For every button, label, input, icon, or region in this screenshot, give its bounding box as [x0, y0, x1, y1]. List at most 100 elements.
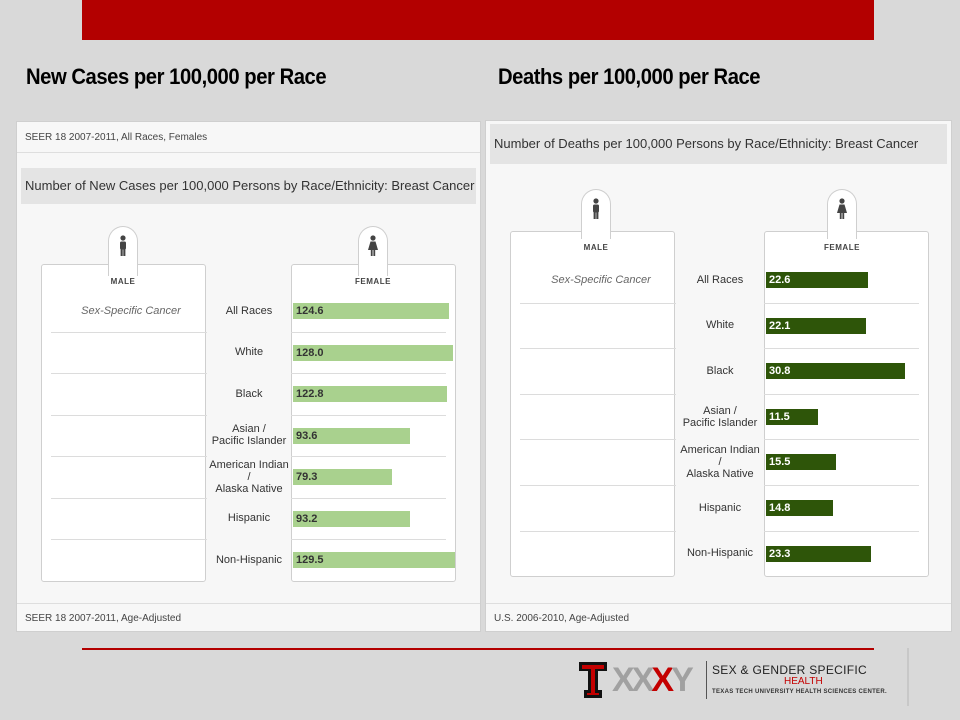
bar-value-label: 93.6 — [296, 429, 318, 442]
row-divider — [520, 302, 676, 304]
female-box — [764, 231, 929, 577]
source-top: SEER 18 2007-2011, All Races, Females — [17, 122, 480, 153]
row-divider — [51, 539, 207, 540]
row-divider — [291, 539, 446, 540]
bar — [293, 344, 453, 361]
header-bar — [82, 0, 874, 40]
bar — [293, 469, 393, 485]
male-box — [41, 264, 206, 582]
row-divider — [520, 530, 676, 532]
row-divider — [291, 373, 446, 374]
bar-value-label: 93.2 — [296, 512, 318, 525]
category-label: White — [234, 346, 264, 359]
bar-value-label: 23.3 — [769, 547, 791, 560]
bar-value-label: 79.3 — [296, 471, 318, 483]
bar — [766, 454, 836, 471]
row-divider — [51, 331, 207, 333]
row-divider — [764, 302, 919, 304]
category-label: Hispanic — [698, 501, 742, 514]
footer-edge — [907, 648, 909, 706]
source-bottom: SEER 18 2007-2011, Age-Adjusted — [17, 603, 480, 631]
category-label: Black — [235, 387, 263, 400]
xxxy-letter: X — [612, 661, 635, 699]
xxxy-logo-text: XXXY — [612, 661, 694, 699]
sex-specific-cancer-label: Sex-Specific Cancer — [81, 305, 181, 317]
row-divider — [520, 485, 676, 486]
category-label: All Races — [696, 273, 744, 286]
row-divider — [51, 373, 207, 374]
category-label: White — [705, 319, 735, 332]
bar-value-label: 14.8 — [769, 502, 791, 514]
bar — [293, 386, 447, 402]
category-label: American Indian / Alaska Native — [680, 444, 760, 481]
row-divider — [764, 348, 919, 350]
row-divider — [51, 414, 207, 416]
row-divider — [291, 331, 446, 333]
footer-rule — [82, 648, 874, 650]
source-bottom: U.S. 2006-2010, Age-Adjusted — [486, 603, 951, 631]
bar — [293, 427, 410, 444]
row-divider — [291, 414, 446, 416]
bar — [766, 500, 833, 516]
bar-value-label: 128.0 — [296, 346, 324, 359]
bar — [293, 552, 455, 568]
bar — [766, 408, 818, 425]
row-divider — [520, 393, 676, 395]
bar — [293, 303, 449, 319]
female-label: FEMALE — [824, 243, 860, 252]
bar-value-label: 124.6 — [296, 305, 324, 317]
category-label: Hispanic — [227, 512, 271, 525]
bar — [766, 545, 872, 562]
brand-name: SEX & GENDER SPECIFIC — [712, 663, 867, 677]
chart-title: Number of New Cases per 100,000 Persons … — [21, 168, 476, 204]
bar — [766, 317, 866, 334]
bar-value-label: 122.8 — [296, 388, 324, 400]
row-divider — [291, 456, 446, 457]
new-cases-panel: SEER 18 2007-2011, All Races, Females Nu… — [16, 121, 481, 632]
category-label: All Races — [225, 304, 273, 317]
row-divider — [520, 348, 676, 350]
brand-health: HEALTH — [784, 676, 823, 687]
row-divider — [764, 485, 919, 486]
title-deaths: Deaths per 100,000 per Race — [498, 64, 761, 89]
row-divider — [51, 456, 207, 457]
category-label: Black — [706, 364, 734, 377]
bar-value-label: 22.1 — [769, 319, 791, 332]
category-label: American Indian / Alaska Native — [209, 458, 289, 495]
bar — [766, 363, 906, 380]
male-icon — [581, 189, 611, 239]
title-new-cases: New Cases per 100,000 per Race — [26, 64, 327, 89]
female-icon — [827, 189, 857, 239]
row-divider — [764, 393, 919, 395]
brand-institution: TEXAS TECH UNIVERSITY HEALTH SCIENCES CE… — [712, 689, 887, 695]
bar-value-label: 129.5 — [296, 554, 324, 566]
row-divider — [291, 497, 446, 499]
row-divider — [520, 439, 676, 441]
logo: XXXY SEX & GENDER SPECIFIC HEALTH TEXAS … — [574, 655, 908, 705]
male-icon — [108, 226, 138, 276]
row-divider — [51, 497, 207, 499]
chart-title: Number of Deaths per 100,000 Persons by … — [490, 124, 947, 164]
male-box — [510, 231, 675, 577]
bar-value-label: 11.5 — [769, 410, 790, 423]
male-label: MALE — [110, 277, 136, 286]
bar-value-label: 15.5 — [769, 456, 791, 469]
bar — [293, 510, 410, 527]
male-label: MALE — [583, 243, 609, 252]
xxxy-letter: Y — [671, 661, 694, 699]
sex-specific-cancer-label: Sex-Specific Cancer — [551, 274, 651, 286]
bar — [766, 272, 869, 288]
row-divider — [764, 439, 919, 441]
category-label: Non-Hispanic — [215, 553, 283, 566]
logo-divider — [706, 661, 707, 699]
xxxy-letter: X — [651, 661, 674, 699]
deaths-panel: Number of Deaths per 100,000 Persons by … — [485, 120, 952, 632]
xxxy-letter: X — [631, 661, 655, 699]
bar-value-label: 30.8 — [769, 365, 791, 378]
category-label: Non-Hispanic — [686, 547, 754, 560]
bar-value-label: 22.6 — [769, 274, 791, 286]
double-t-logo-icon — [579, 662, 607, 698]
female-label: FEMALE — [355, 277, 391, 286]
female-icon — [358, 226, 388, 276]
category-label: Asian / Pacific Islander — [682, 404, 758, 429]
